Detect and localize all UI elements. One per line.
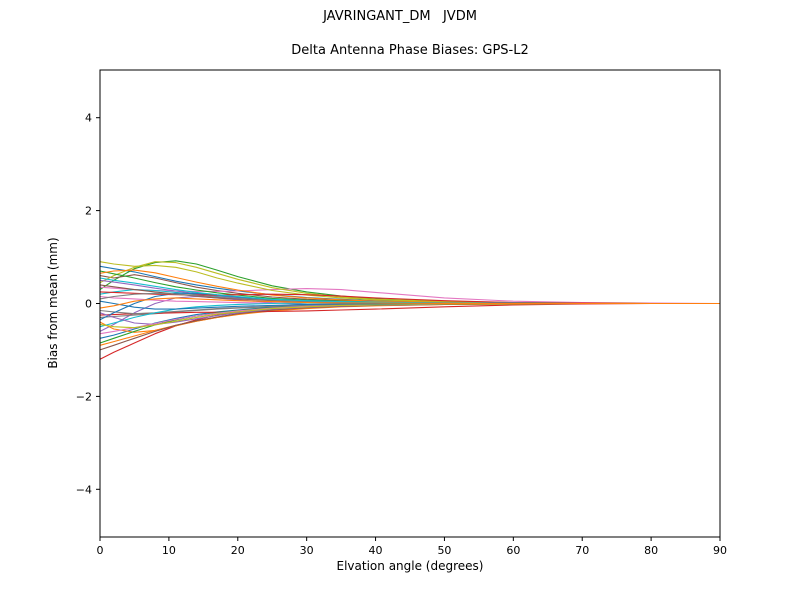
x-axis-label: Elvation angle (degrees) [336, 559, 484, 573]
x-tick-label: 50 [437, 544, 451, 557]
y-tick-label: 4 [85, 112, 92, 125]
y-tick-label: 0 [85, 298, 92, 311]
x-tick-label: 90 [713, 544, 727, 557]
x-tick-label: 0 [97, 544, 104, 557]
x-tick-label: 70 [575, 544, 589, 557]
x-tick-label: 40 [369, 544, 383, 557]
figure-title: JAVRINGANT_DM JVDM [323, 9, 477, 24]
x-tick-label: 10 [162, 544, 176, 557]
y-tick-label: 2 [85, 205, 92, 218]
series-line [99, 302, 720, 344]
series-line [99, 297, 720, 309]
series-line [99, 265, 720, 305]
x-tick-label: 20 [231, 544, 245, 557]
y-tick-label: −4 [76, 483, 92, 496]
x-tick-label: 30 [300, 544, 314, 557]
y-tick-label: −2 [76, 390, 92, 403]
chart-title: Delta Antenna Phase Biases: GPS-L2 [291, 43, 529, 58]
x-tick-label: 80 [644, 544, 658, 557]
x-tick-label: 60 [506, 544, 520, 557]
